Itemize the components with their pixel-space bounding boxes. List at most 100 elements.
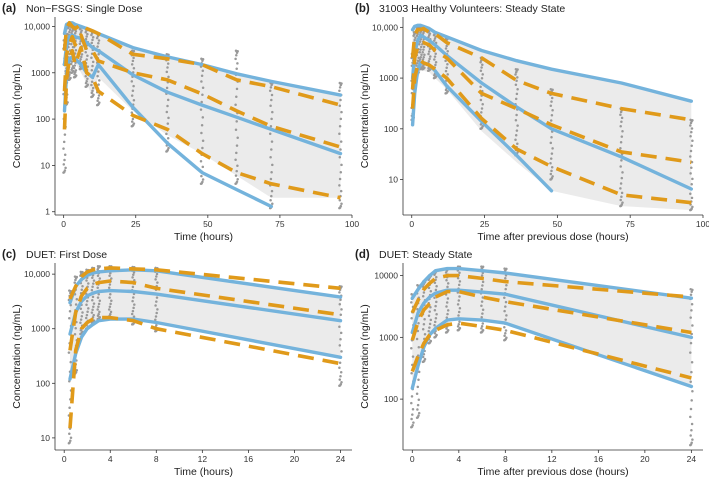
observed-line-2 (410, 289, 692, 341)
observed-point (689, 341, 693, 345)
observed-point (165, 110, 169, 114)
observed-point (97, 42, 100, 45)
observed-point (85, 303, 88, 307)
observed-point (689, 288, 692, 291)
observed-point (422, 291, 426, 294)
observed-point (690, 182, 693, 186)
observed-point (415, 34, 419, 38)
observed-point (74, 303, 78, 306)
observed-point (689, 155, 692, 158)
observed-point (338, 378, 342, 381)
observed-point (480, 324, 484, 328)
observed-point (81, 285, 84, 288)
x-tick-label: 0 (410, 454, 415, 464)
observed-point (270, 170, 273, 174)
observed-point (132, 273, 135, 277)
observed-point (79, 307, 83, 311)
observed-point (417, 321, 420, 325)
observed-point (480, 66, 483, 69)
observed-point (434, 304, 437, 308)
observed-point (410, 395, 414, 398)
observed-point (269, 156, 272, 159)
observed-point (109, 302, 112, 306)
observed-point (416, 385, 420, 389)
observed-point (109, 272, 112, 275)
x-tick-label: 100 (345, 219, 359, 229)
observed-point (428, 326, 431, 329)
observed-point (338, 132, 341, 136)
observed-point (444, 59, 447, 63)
observed-point (481, 322, 485, 325)
predicted-line-1 (410, 266, 694, 300)
observed-point (427, 50, 431, 53)
observed-point (428, 322, 432, 326)
observed-point (166, 62, 170, 65)
observed-point (427, 59, 431, 63)
observed-point (445, 305, 448, 308)
x-tick-label: 20 (640, 454, 650, 464)
observed-point (446, 50, 449, 53)
observed-point (90, 56, 93, 60)
observed-point (234, 128, 238, 131)
observed-point (690, 399, 693, 402)
observed-point (422, 45, 426, 49)
y-tick-label: 100 (36, 114, 50, 124)
observed-point (234, 49, 238, 52)
observed-point (417, 56, 420, 60)
observed-point (340, 350, 343, 353)
observed-point (435, 300, 438, 304)
observed-point (98, 277, 102, 280)
observed-point (445, 301, 449, 304)
observed-point (444, 88, 448, 92)
observed-point (340, 202, 343, 205)
observed-point (690, 441, 693, 444)
observed-point (620, 191, 624, 195)
observed-point (690, 130, 693, 134)
observed-line-3 (410, 321, 692, 380)
observed-point (421, 50, 424, 54)
observed-point (270, 189, 274, 193)
observed-point (620, 195, 623, 199)
observed-point (155, 323, 158, 327)
observed-point (433, 296, 436, 300)
observed-point (339, 148, 342, 151)
observed-point (109, 310, 113, 314)
observed-point (130, 94, 134, 97)
x-tick-label: 75 (275, 219, 285, 229)
observed-point (619, 141, 623, 144)
observed-point (97, 52, 100, 56)
observed-point (619, 182, 623, 185)
observed-point (133, 303, 136, 306)
observed-point (421, 328, 425, 331)
observed-point (503, 309, 506, 313)
observed-point (73, 64, 77, 67)
observed-point (235, 54, 238, 57)
observed-point (415, 64, 418, 67)
observed-point (445, 327, 448, 330)
observed-point (619, 113, 622, 116)
observed-point (433, 55, 437, 58)
observed-point (96, 274, 100, 278)
observed-point (98, 310, 101, 314)
observed-point (234, 158, 237, 161)
observed-point (423, 53, 426, 56)
y-tick-label: 1000 (379, 73, 398, 83)
observed-point (515, 113, 518, 117)
observed-point (421, 294, 425, 298)
observed-point (620, 135, 624, 138)
observed-point (91, 86, 95, 90)
observed-point (234, 174, 238, 177)
observed-point (550, 166, 554, 169)
observed-point (689, 351, 692, 354)
observed-point (411, 423, 414, 427)
observed-point (689, 415, 692, 419)
observed-point (73, 32, 77, 35)
observed-point (236, 136, 239, 140)
observed-point (481, 103, 484, 106)
observed-point (444, 69, 448, 73)
observed-point (480, 288, 483, 291)
observed-point (130, 120, 134, 123)
observed-point (155, 300, 158, 303)
observed-point (551, 109, 554, 112)
observed-point (131, 59, 135, 63)
